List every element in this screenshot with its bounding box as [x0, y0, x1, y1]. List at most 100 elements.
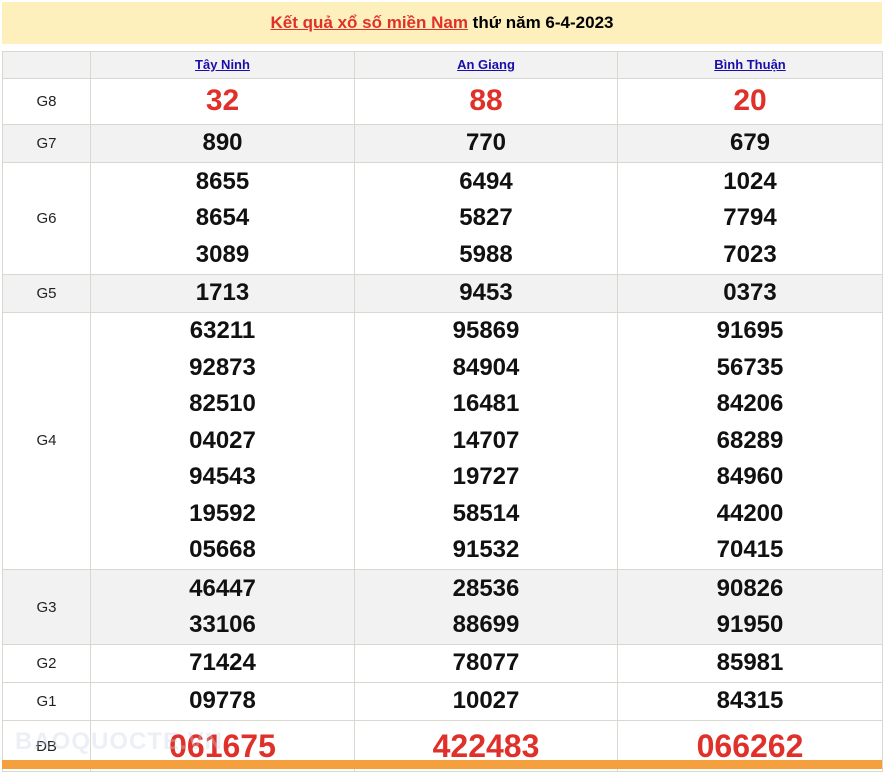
prize-number: 44200 [716, 499, 784, 527]
prize-number: 71424 [189, 649, 256, 677]
prize-number: 7794 [723, 204, 777, 231]
prize-number: 94543 [189, 463, 256, 490]
prize-cell: 90826 91950 [617, 569, 883, 645]
province-header: An Giang [354, 51, 618, 79]
prize-row-7: G1 09778 10027 84315 [2, 682, 883, 721]
prize-number: 8654 [195, 204, 250, 231]
prize-label: G1 [2, 682, 91, 721]
prize-cell: 95869 84904 16481 14707 19727 58514 91532 [354, 311, 618, 570]
prize-row-3: G5 1713 9453 0373 [2, 273, 883, 313]
prize-number: 09778 [189, 687, 256, 715]
prize-number: 422483 [432, 727, 540, 764]
prize-cell: 91695 56735 84206 68289 84960 44200 70415 [617, 311, 883, 570]
prize-number: 1713 [195, 278, 250, 306]
prize-cell: 78077 [354, 644, 618, 683]
prize-label: G7 [2, 124, 91, 163]
prize-number: 20 [733, 84, 767, 118]
prize-row-5: G3 46447 33106 28536 88699 90826 91950 [2, 569, 883, 645]
prize-number: 82510 [189, 390, 256, 417]
prize-number: 91532 [452, 536, 520, 563]
prize-number: 8655 [195, 167, 250, 195]
prize-number: 10027 [452, 687, 520, 715]
prize-number: 6494 [459, 167, 513, 195]
prize-number: 1024 [723, 167, 777, 195]
prize-cell: 0373 [617, 273, 883, 313]
prize-number: 679 [729, 129, 771, 157]
prize-cell: 63211 92873 82510 04027 94543 19592 05668 [90, 311, 355, 570]
prize-row-4: G4 63211 92873 82510 04027 94543 19592 05668 958… [2, 311, 883, 570]
prize-number: 84904 [452, 353, 520, 381]
region-link[interactable]: Kết quả xổ số miền Nam [270, 13, 468, 32]
province-link[interactable]: Tây Ninh [195, 57, 250, 72]
prize-label: G4 [2, 311, 91, 570]
prize-number: 14707 [452, 426, 520, 454]
bottom-bar [2, 760, 882, 769]
province-link[interactable]: Bình Thuận [714, 57, 786, 72]
prize-number: 58514 [452, 499, 520, 527]
prize-cell: 9453 [354, 273, 618, 313]
prize-number: 88699 [452, 611, 520, 638]
prize-cell: 6494 5827 5988 [354, 162, 618, 275]
prize-label: G3 [2, 569, 91, 645]
province-header: Tây Ninh [90, 51, 355, 79]
prize-number: 84206 [716, 390, 784, 417]
prize-number: 7023 [723, 240, 777, 268]
province-header: Bình Thuận [617, 51, 883, 79]
prize-number: 88 [469, 84, 503, 118]
results-title: Kết quả xổ số miền Nam thứ năm 6-4-2023 [2, 2, 882, 44]
prize-number: 68289 [716, 426, 784, 454]
prize-number: 28536 [452, 574, 520, 602]
prize-cell: 1024 7794 7023 [617, 162, 883, 275]
prize-row-6: G2 71424 78077 85981 [2, 644, 883, 683]
prize-number: 78077 [452, 649, 520, 677]
prize-number: 19727 [452, 463, 520, 490]
prize-number: 56735 [716, 353, 784, 381]
title-date: thứ năm 6-4-2023 [467, 13, 614, 32]
prize-cell: 28536 88699 [354, 569, 618, 645]
prize-row-0: G8 32 88 20 [2, 78, 883, 125]
province-link[interactable]: An Giang [457, 57, 515, 72]
prize-cell: 88 [354, 78, 618, 125]
prize-cell: 71424 [90, 644, 355, 683]
prize-label: G6 [2, 162, 91, 275]
prize-number: 84960 [716, 463, 784, 490]
prize-number: 770 [465, 129, 507, 157]
prize-cell: 85981 [617, 644, 883, 683]
prize-label: G5 [2, 273, 91, 313]
prize-cell: 09778 [90, 682, 355, 721]
prize-number: 05668 [189, 536, 256, 563]
prize-number: 92873 [189, 353, 256, 381]
prize-number: 63211 [189, 317, 256, 344]
prize-number: 04027 [189, 426, 256, 454]
prize-number: 46447 [189, 574, 256, 602]
prize-number: 95869 [452, 317, 520, 344]
prize-number: 91695 [716, 317, 784, 344]
prize-number: 19592 [189, 499, 256, 527]
prize-number: 16481 [452, 390, 520, 417]
prize-number: 5988 [459, 240, 513, 268]
header-blank [2, 51, 91, 79]
prize-number: 90826 [716, 574, 784, 602]
prize-number: 0373 [723, 278, 777, 306]
results-table: Tây Ninh An Giang Bình Thuận G8 32 88 20 G7 8… [2, 51, 883, 772]
prize-number: 84315 [716, 687, 784, 715]
prize-number: 33106 [189, 611, 256, 638]
prize-cell: 679 [617, 124, 883, 163]
prize-label: G2 [2, 644, 91, 683]
prize-cell: 770 [354, 124, 618, 163]
prize-cell: 32 [90, 78, 355, 125]
prize-row-2: G6 8655 8654 3089 6494 5827 5988 1024 7794 7023 [2, 162, 883, 275]
prize-cell: 8655 8654 3089 [90, 162, 355, 275]
prize-number: 9453 [459, 278, 513, 306]
prize-cell: 84315 [617, 682, 883, 721]
prize-number: 890 [202, 129, 243, 157]
prize-number: 066262 [696, 727, 804, 764]
province-header-row: Tây Ninh An Giang Bình Thuận [2, 51, 883, 79]
prize-number: 70415 [716, 536, 784, 563]
prize-number: 85981 [716, 649, 784, 677]
prize-number: 5827 [459, 204, 513, 231]
watermark: BAOQUOCTE.VN [15, 728, 224, 755]
prize-cell: 890 [90, 124, 355, 163]
prize-cell: 10027 [354, 682, 618, 721]
prize-cell: 1713 [90, 273, 355, 313]
